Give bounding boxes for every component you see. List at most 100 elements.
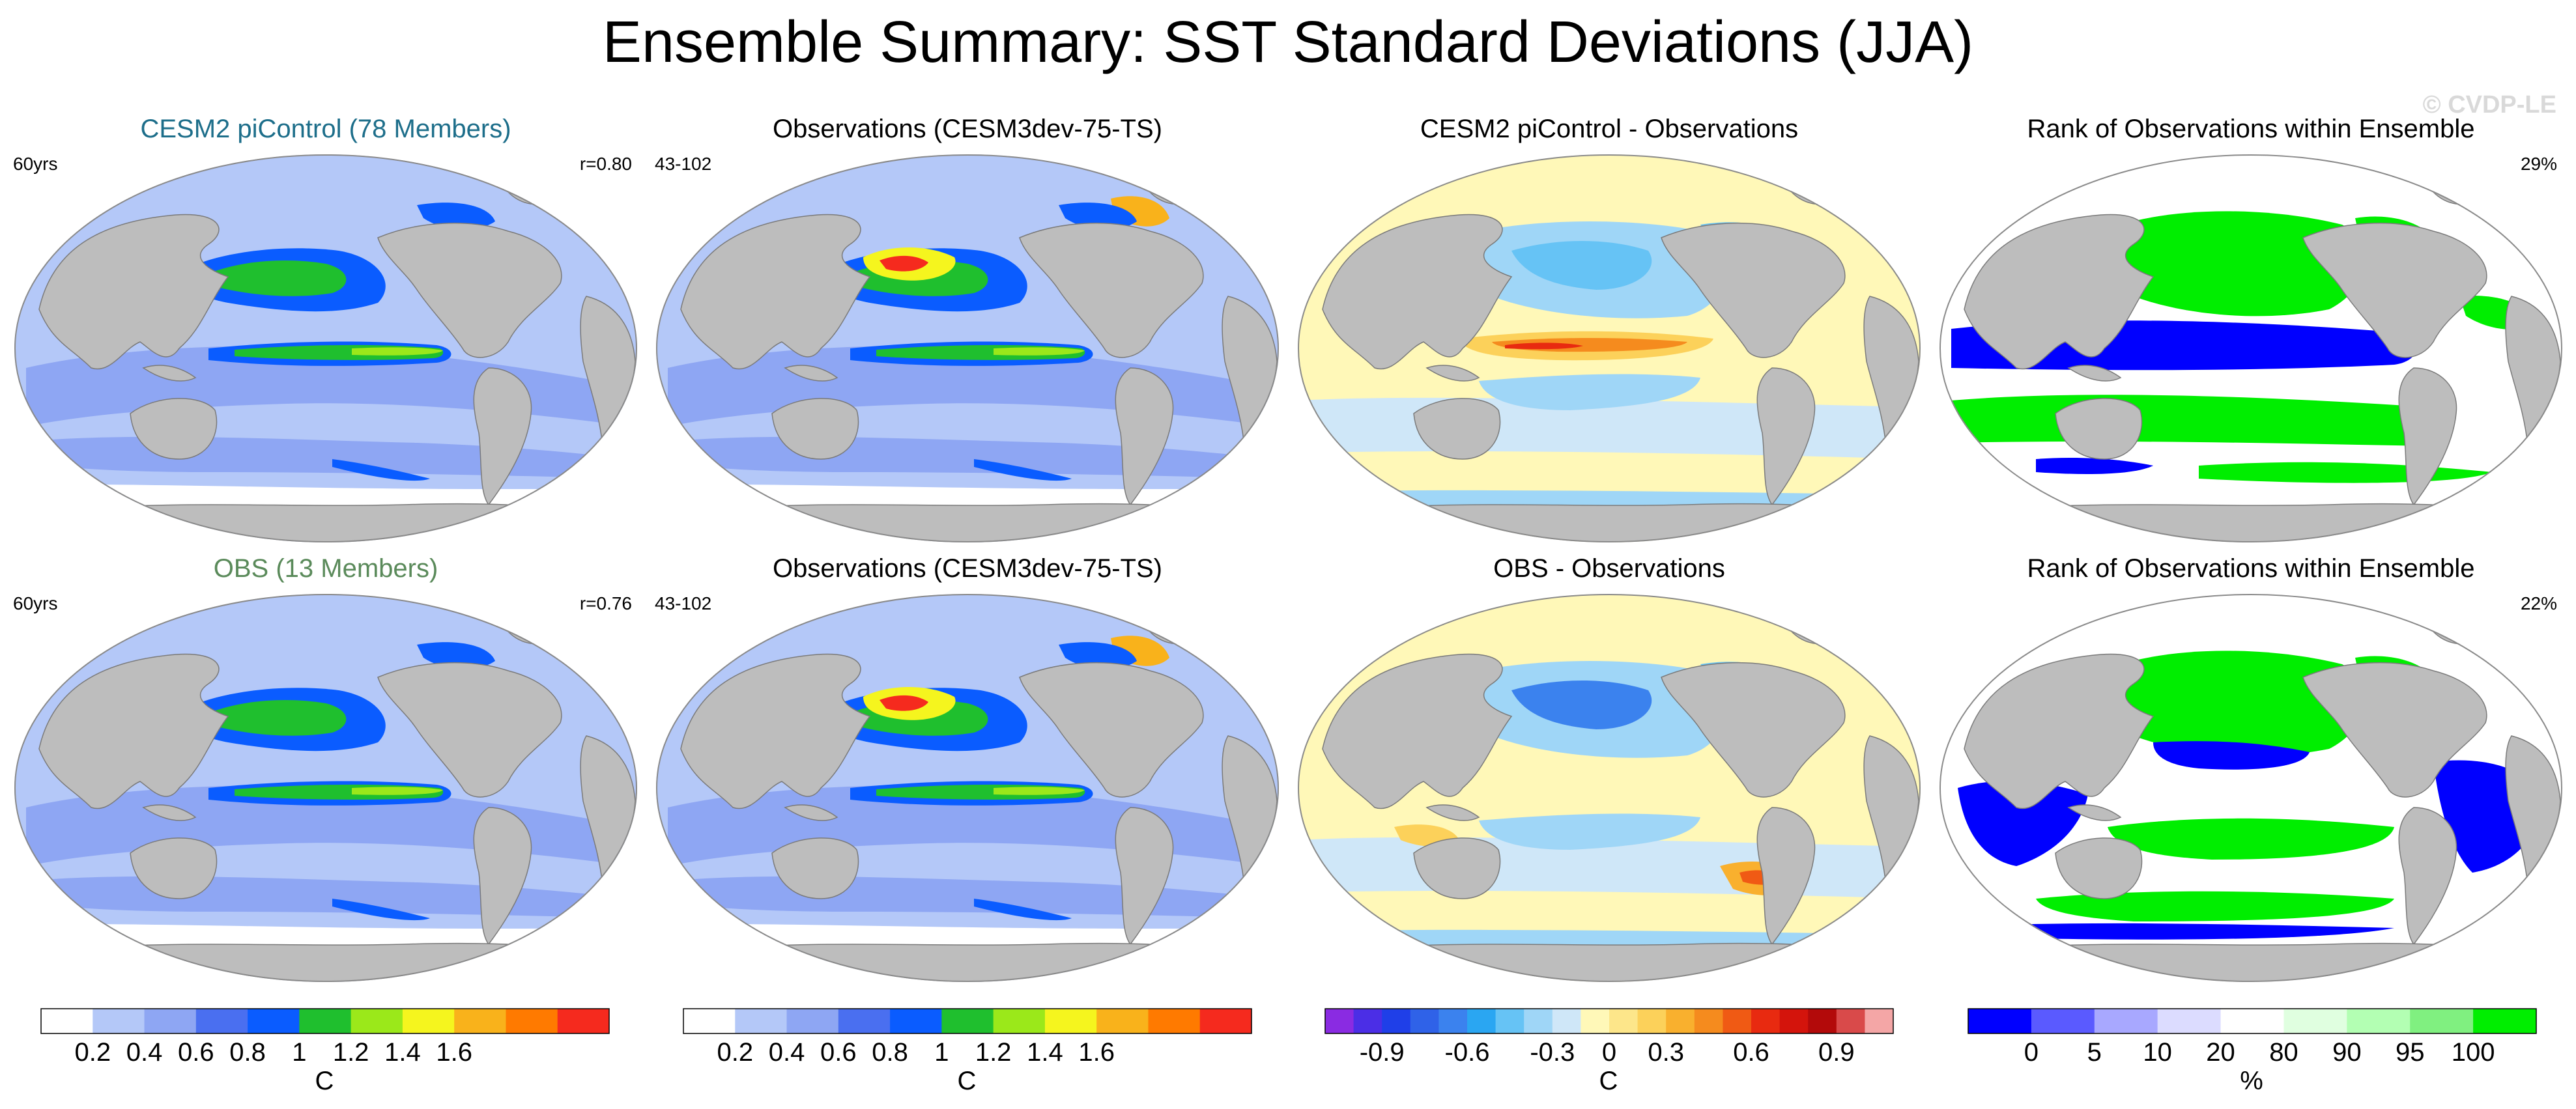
- colorbar-tick-label: 100: [2451, 1038, 2495, 1067]
- land-mass: [680, 503, 1261, 542]
- map-panel: [655, 593, 1280, 983]
- figure-title: Ensemble Summary: SST Standard Deviation…: [602, 10, 1974, 75]
- colorbar-swatch: [1199, 1009, 1252, 1033]
- panel-title: OBS (13 Members): [213, 554, 438, 583]
- map-panel: [1296, 593, 1922, 983]
- land-mass: [1413, 837, 1501, 899]
- land-mass: [1115, 367, 1174, 506]
- land-mass: [1964, 503, 2545, 542]
- colorbar-swatch: [2220, 1009, 2284, 1033]
- map-svg: [1298, 594, 1921, 982]
- colorbar-swatch: [454, 1009, 506, 1033]
- map-panel: [655, 153, 1280, 544]
- map-panel: [1938, 153, 2564, 544]
- land-mass: [2055, 837, 2143, 899]
- colorbar-tick-label: -0.9: [1359, 1038, 1405, 1067]
- colorbar-tick-label: 0.6: [178, 1038, 214, 1067]
- colorbar-swatch: [1552, 1009, 1581, 1033]
- land-mass: [2302, 662, 2487, 798]
- land-mass: [1661, 662, 1846, 798]
- colorbar-swatch: [1325, 1009, 1354, 1033]
- map-svg: [14, 594, 637, 982]
- colorbar-swatch: [1495, 1009, 1524, 1033]
- land-mass: [377, 662, 562, 798]
- colorbar-swatch: [1609, 1009, 1639, 1033]
- colorbar-unit-label: %: [2240, 1067, 2263, 1095]
- colorbar-tick-label: -0.3: [1530, 1038, 1575, 1067]
- colorbar-tick-label: 1.2: [975, 1038, 1012, 1067]
- land-mass: [2398, 807, 2457, 946]
- colorbar-swatch: [1148, 1009, 1201, 1033]
- colorbar-swatch: [2157, 1009, 2222, 1033]
- colorbar-tick-label: 0.4: [768, 1038, 805, 1067]
- colorbar-tick-label: 0.6: [1733, 1038, 1769, 1067]
- land-mass: [1322, 503, 1903, 542]
- colorbar-swatch: [2283, 1009, 2347, 1033]
- colorbar-tick-label: 1.4: [1027, 1038, 1063, 1067]
- colorbar-swatch: [2094, 1009, 2158, 1033]
- panel-title: Observations (CESM3dev-75-TS): [773, 115, 1162, 143]
- colorbar-tick-label: 1.2: [332, 1038, 369, 1067]
- panel-title: CESM2 piControl - Observations: [1420, 115, 1799, 143]
- colorbar-unit-label: C: [957, 1067, 977, 1095]
- colorbar-tick-label: 0.9: [1818, 1038, 1855, 1067]
- colorbar-swatch: [1723, 1009, 1752, 1033]
- colorbar-swatch: [1666, 1009, 1695, 1033]
- colorbar-tick-label: -0.6: [1444, 1038, 1490, 1067]
- panel-period-label: 43-102: [655, 593, 712, 613]
- colorbar-rank: [1968, 1008, 2537, 1034]
- colorbar-diff: [1324, 1008, 1894, 1034]
- land-mass: [1964, 942, 2545, 982]
- colorbar-swatch: [683, 1009, 736, 1033]
- colorbar-tick-label: 10: [2143, 1038, 2172, 1067]
- map-panel: [1296, 153, 1922, 544]
- colorbar-unit-label: C: [315, 1067, 334, 1095]
- map-svg: [656, 594, 1279, 982]
- colorbar-tick-label: 0.3: [1648, 1038, 1684, 1067]
- land-mass: [1019, 662, 1204, 798]
- panel-stat-label: r=0.80: [579, 154, 632, 174]
- colorbar-swatch: [1779, 1009, 1809, 1033]
- colorbar-tick-label: 0.4: [126, 1038, 163, 1067]
- colorbar-swatch: [93, 1009, 145, 1033]
- land-mass: [2302, 222, 2487, 358]
- land-mass: [1661, 222, 1846, 358]
- land-mass: [784, 804, 838, 821]
- panel-period-label: 60yrs: [13, 593, 58, 613]
- land-mass: [2398, 367, 2457, 506]
- colorbar-swatch: [1836, 1009, 1865, 1033]
- colorbar-tick-label: 95: [2395, 1038, 2425, 1067]
- colorbar-swatch: [1044, 1009, 1097, 1033]
- land-mass: [784, 365, 838, 382]
- land-mass: [1019, 222, 1204, 358]
- colorbar-swatch: [1353, 1009, 1382, 1033]
- watermark: © CVDP-LE: [2422, 91, 2556, 119]
- land-mass: [38, 942, 620, 982]
- colorbar-tick-label: 0: [1601, 1038, 1617, 1067]
- land-mass: [1322, 942, 1903, 982]
- land-mass: [2055, 398, 2143, 460]
- colorbar-tick-label: 0.2: [74, 1038, 111, 1067]
- colorbar-swatch: [941, 1009, 994, 1033]
- land-mass: [771, 398, 859, 460]
- land-mass: [142, 804, 197, 821]
- colorbar-swatch: [351, 1009, 403, 1033]
- land-mass: [377, 222, 562, 358]
- land-mass: [680, 214, 871, 370]
- colorbar-tick-label: 1: [934, 1038, 949, 1067]
- colorbar-tick-label: 1.4: [384, 1038, 421, 1067]
- colorbar-swatch: [1467, 1009, 1496, 1033]
- colorbar-swatch: [299, 1009, 352, 1033]
- land-mass: [38, 653, 229, 809]
- colorbar-swatch: [993, 1009, 1046, 1033]
- land-mass: [771, 837, 859, 899]
- land-mass: [1115, 807, 1174, 946]
- colorbar-tick-label: 0.6: [820, 1038, 857, 1067]
- map-panel: [13, 593, 638, 983]
- map-svg: [1939, 154, 2562, 542]
- colorbar-swatch: [1808, 1009, 1837, 1033]
- colorbar-tick-label: 0.8: [872, 1038, 908, 1067]
- colorbar-swatch: [144, 1009, 197, 1033]
- colorbar-swatch: [838, 1009, 891, 1033]
- land-mass: [1322, 653, 1513, 809]
